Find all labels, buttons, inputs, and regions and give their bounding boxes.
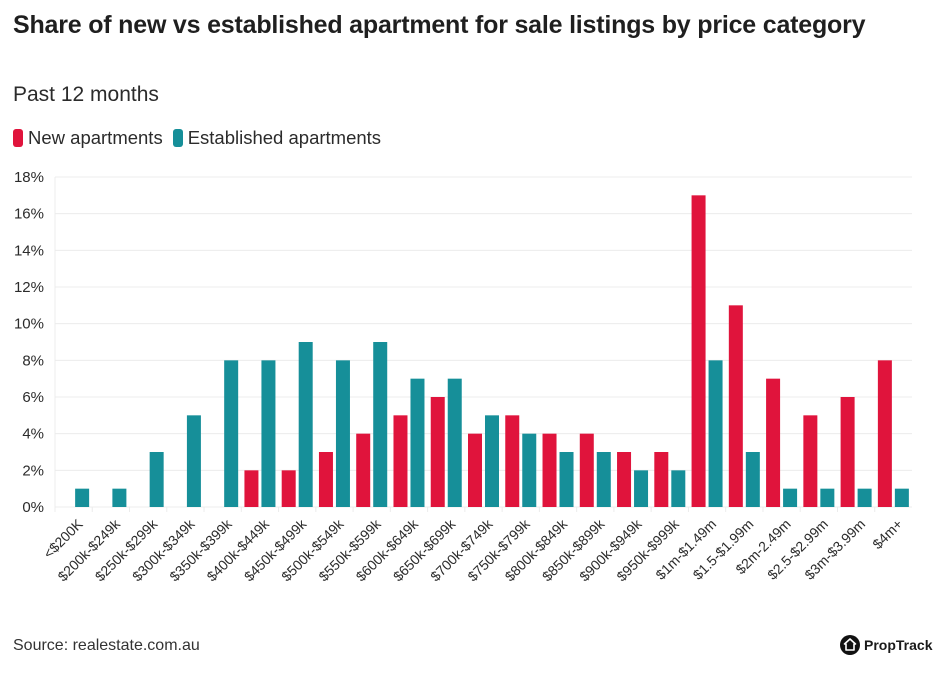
bar-established-apartments — [820, 488, 835, 507]
bar-established-apartments — [112, 488, 127, 507]
bar-new-apartments — [579, 433, 594, 507]
legend-item-new[interactable]: New apartments — [13, 127, 163, 149]
source-note: Source: realestate.com.au — [13, 637, 200, 654]
bar-new-apartments — [617, 452, 632, 507]
chart-subtitle: Past 12 months — [13, 83, 159, 106]
bar-new-apartments — [654, 452, 669, 507]
bar-established-apartments — [298, 342, 313, 507]
bar-established-apartments — [634, 470, 649, 507]
y-tick-label: 0% — [22, 499, 44, 516]
x-axis-ticks: <$200K$200k-$249k$250k-$299k$300k-$349k$… — [40, 507, 905, 584]
bar-new-apartments — [877, 360, 892, 507]
house-icon — [840, 635, 860, 655]
bar-new-apartments — [318, 452, 333, 507]
bar-established-apartments — [410, 378, 425, 507]
bar-established-apartments — [261, 360, 276, 507]
legend-item-established[interactable]: Established apartments — [172, 127, 382, 149]
bar-new-apartments — [840, 397, 855, 507]
bar-new-apartments — [244, 470, 259, 507]
legend-label-established: Established apartments — [187, 127, 382, 148]
bar-established-apartments — [224, 360, 239, 507]
x-tick-label: $4m+ — [869, 516, 905, 552]
bar-established-apartments — [671, 470, 686, 507]
bar-established-apartments — [373, 342, 388, 507]
bar-new-apartments — [430, 397, 445, 507]
y-tick-label: 12% — [14, 279, 44, 296]
bar-new-apartments — [728, 305, 743, 507]
bar-established-apartments — [708, 360, 723, 507]
bar-new-apartments — [766, 378, 781, 507]
bar-new-apartments — [691, 195, 706, 508]
bar-established-apartments — [596, 452, 611, 507]
y-axis-ticks: 0% 2% 4% 6% 8% 10% 12% 14% 16% 18% — [14, 169, 44, 516]
legend-swatch-new — [13, 129, 23, 147]
bar-established-apartments — [485, 415, 499, 507]
bar-new-apartments — [803, 415, 818, 507]
y-tick-label: 6% — [22, 389, 44, 406]
bar-established-apartments — [149, 452, 164, 507]
bar-established-apartments — [559, 452, 574, 507]
legend-label-new: New apartments — [28, 127, 163, 148]
bar-new-apartments — [393, 415, 408, 507]
y-tick-label: 14% — [14, 242, 44, 259]
brand-name: PropTrack — [864, 637, 933, 653]
bar-established-apartments — [447, 378, 462, 507]
bar-established-apartments — [894, 488, 909, 507]
bar-established-apartments — [75, 488, 90, 507]
y-tick-label: 2% — [22, 462, 44, 479]
bar-established-apartments — [335, 360, 350, 507]
gridlines — [54, 176, 912, 508]
bar-established-apartments — [186, 415, 201, 507]
bar-established-apartments — [857, 488, 872, 507]
y-tick-label: 10% — [14, 316, 44, 333]
y-tick-label: 4% — [22, 426, 44, 443]
bar-new-apartments — [356, 433, 371, 507]
bar-established-apartments — [522, 433, 537, 507]
bar-established-apartments — [745, 452, 760, 507]
legend: New apartments Established apartments — [13, 127, 391, 149]
legend-swatch-established — [172, 129, 183, 147]
bar-new-apartments — [542, 433, 557, 507]
chart-title: Share of new vs established apartment fo… — [13, 11, 866, 39]
bar-new-apartments — [281, 470, 296, 507]
bars — [75, 195, 909, 508]
bar-new-apartments — [505, 415, 520, 507]
bar-new-apartments — [468, 433, 482, 507]
proptrack-logo: PropTrack — [840, 635, 932, 655]
y-tick-label: 8% — [22, 352, 44, 369]
bar-established-apartments — [783, 488, 798, 507]
y-tick-label: 18% — [14, 169, 44, 186]
y-tick-label: 16% — [14, 206, 44, 223]
bar-chart: 0% 2% 4% 6% 8% 10% 12% 14% 16% 18% <$200K$200k-$2… — [14, 169, 912, 584]
